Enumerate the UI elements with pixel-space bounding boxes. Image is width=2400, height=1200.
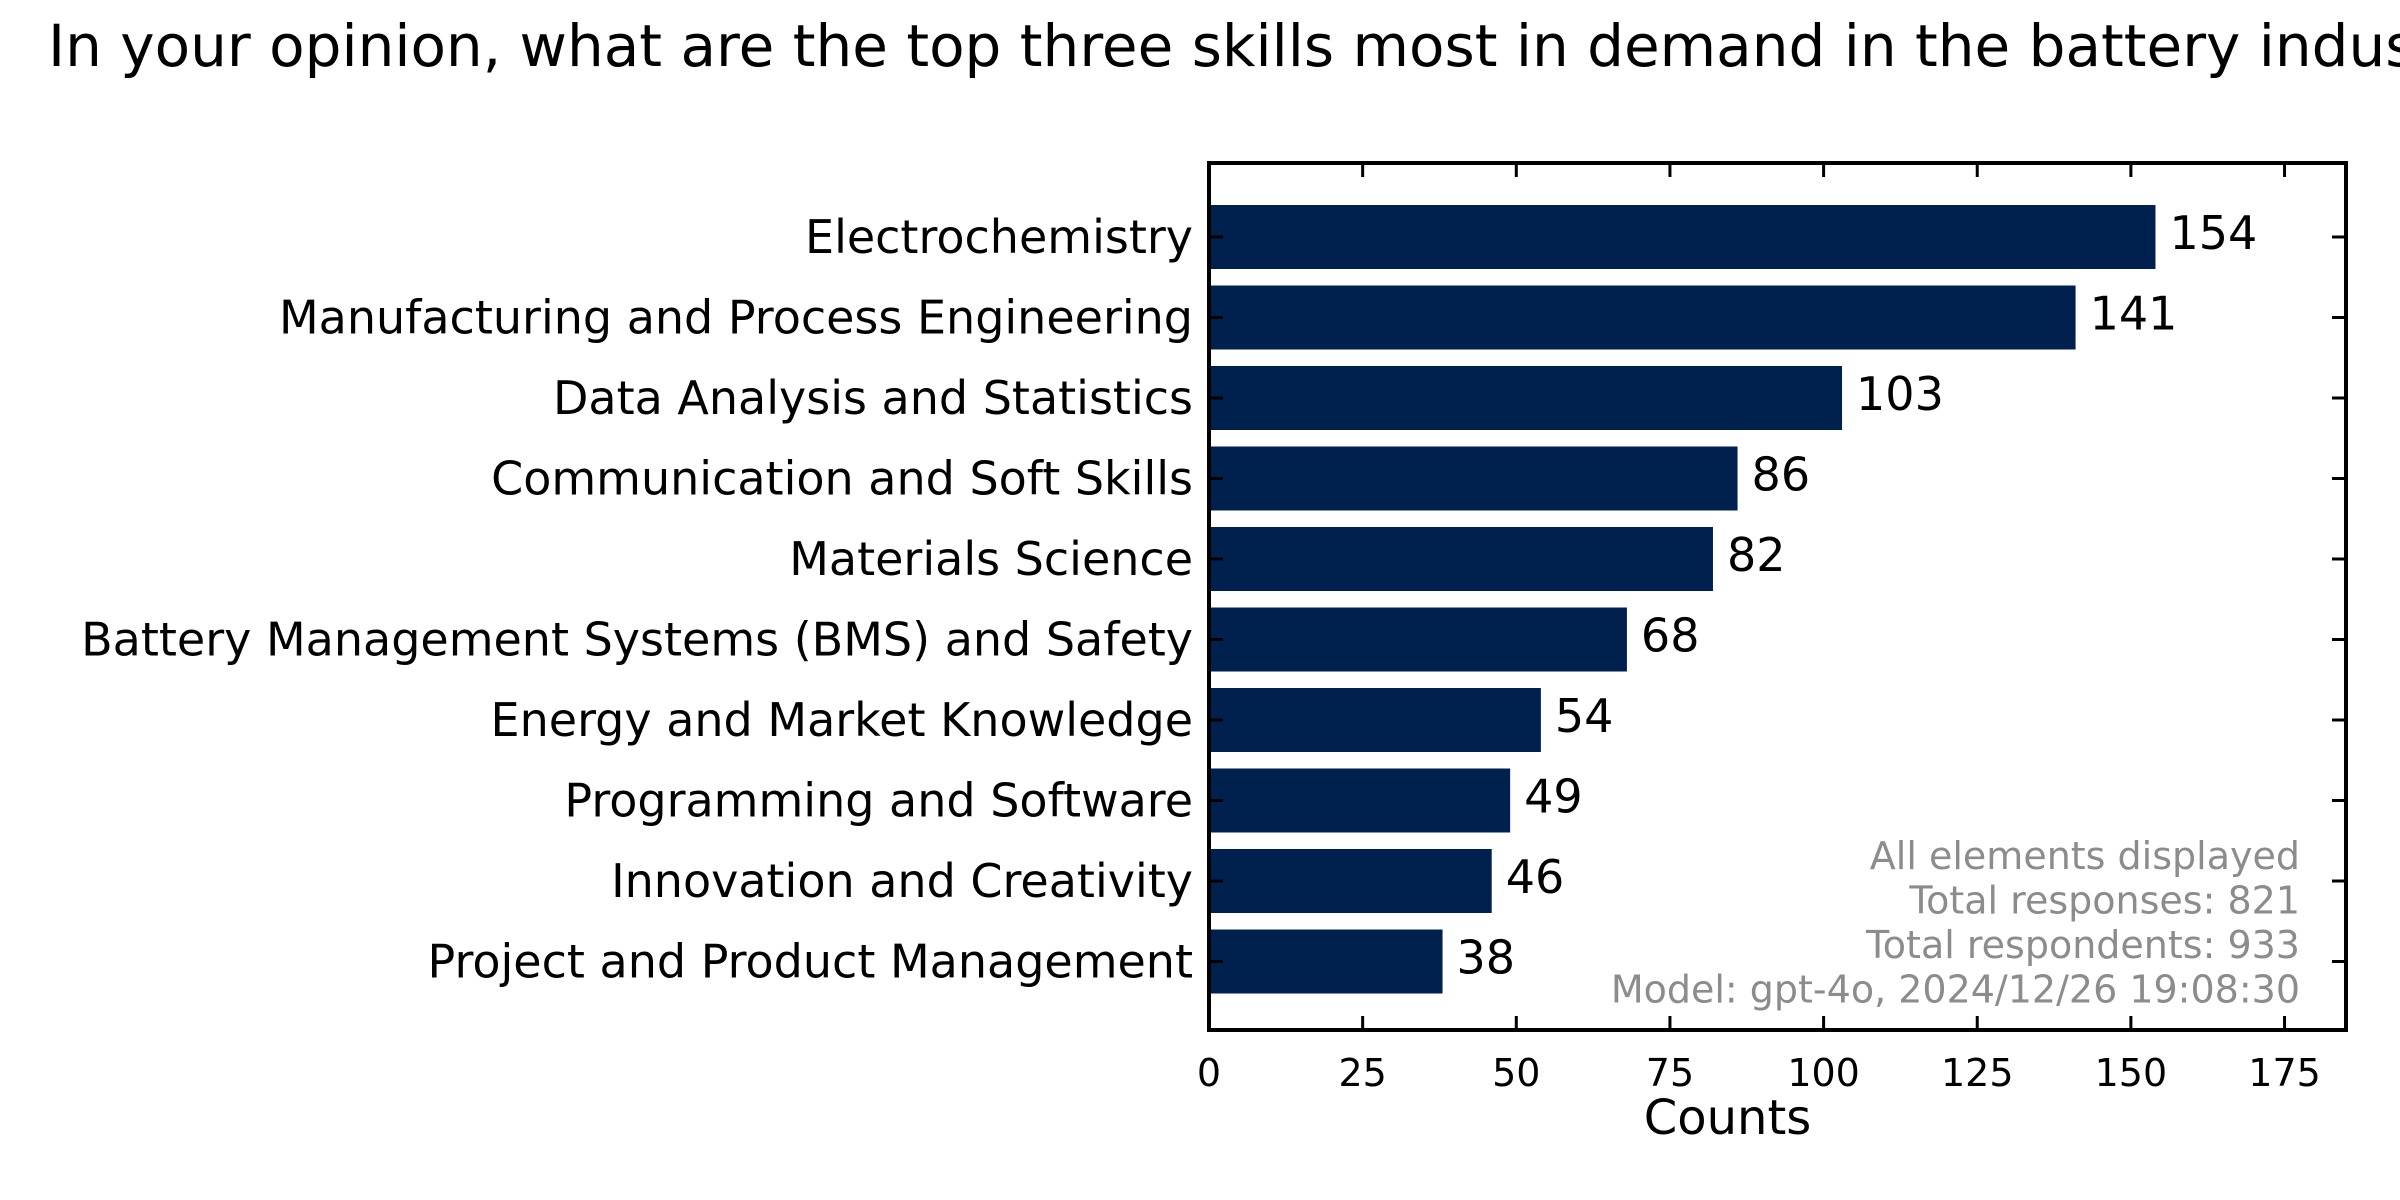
value-label-3: 103	[1856, 367, 1944, 421]
bar-4	[1209, 446, 1738, 511]
x-tick-label-150: 150	[2095, 1051, 2168, 1095]
bars-layer	[1209, 205, 2156, 994]
category-label-8: Programming and Software	[564, 774, 1193, 828]
bar-1	[1209, 205, 2156, 269]
chart-title: In your opinion, what are the top three …	[48, 12, 2400, 80]
category-label-9: Innovation and Creativity	[611, 854, 1193, 908]
annotation-line-1: All elements displayed	[1870, 834, 2300, 878]
annotation-line-3: Total respondents: 933	[1865, 923, 2300, 967]
x-tick-label-0: 0	[1197, 1051, 1221, 1095]
x-tick-label-25: 25	[1338, 1051, 1386, 1095]
category-label-3: Data Analysis and Statistics	[553, 371, 1193, 425]
value-label-9: 46	[1506, 850, 1565, 904]
plot-frame	[1207, 161, 2348, 1032]
category-label-1: Electrochemistry	[805, 210, 1193, 264]
x-tick-label-125: 125	[1941, 1051, 2014, 1095]
annotation-line-2: Total responses: 821	[1908, 879, 2300, 923]
value-labels: 154 141 103 86 82 68 54 49 46 38	[1457, 206, 2258, 985]
x-tick-label-175: 175	[2248, 1051, 2321, 1095]
x-axis-title: Counts	[1644, 1090, 1812, 1146]
x-tick-label-75: 75	[1646, 1051, 1694, 1095]
value-label-2: 141	[2090, 287, 2178, 341]
bar-2	[1209, 285, 2076, 350]
x-tick-label-50: 50	[1492, 1051, 1540, 1095]
bar-10	[1209, 929, 1443, 994]
bar-8	[1209, 768, 1511, 833]
value-label-5: 82	[1727, 528, 1786, 582]
value-label-8: 49	[1524, 770, 1583, 824]
bar-3	[1209, 366, 1843, 430]
category-label-2: Manufacturing and Process Engineering	[279, 291, 1193, 345]
category-labels: Electrochemistry Manufacturing and Proces…	[81, 210, 1193, 989]
bar-7	[1209, 688, 1541, 752]
category-label-4: Communication and Soft Skills	[491, 452, 1193, 506]
category-label-5: Materials Science	[789, 532, 1193, 586]
category-label-6: Battery Management Systems (BMS) and Saf…	[81, 613, 1193, 667]
x-tick-label-100: 100	[1787, 1051, 1860, 1095]
category-label-10: Project and Product Management	[428, 935, 1193, 989]
value-label-4: 86	[1752, 448, 1811, 502]
annotation-line-4: Model: gpt-4o, 2024/12/26 19:08:30	[1611, 968, 2300, 1012]
value-label-7: 54	[1555, 689, 1614, 743]
value-label-6: 68	[1641, 609, 1700, 663]
bar-6	[1209, 607, 1627, 672]
category-label-7: Energy and Market Knowledge	[491, 693, 1193, 747]
bar-5	[1209, 527, 1713, 591]
bar-9	[1209, 849, 1492, 913]
value-label-1: 154	[2169, 206, 2257, 260]
x-axis-ticks: 0 25 50 75 100 125 150 175	[1197, 163, 2346, 1095]
value-label-10: 38	[1457, 931, 1516, 985]
